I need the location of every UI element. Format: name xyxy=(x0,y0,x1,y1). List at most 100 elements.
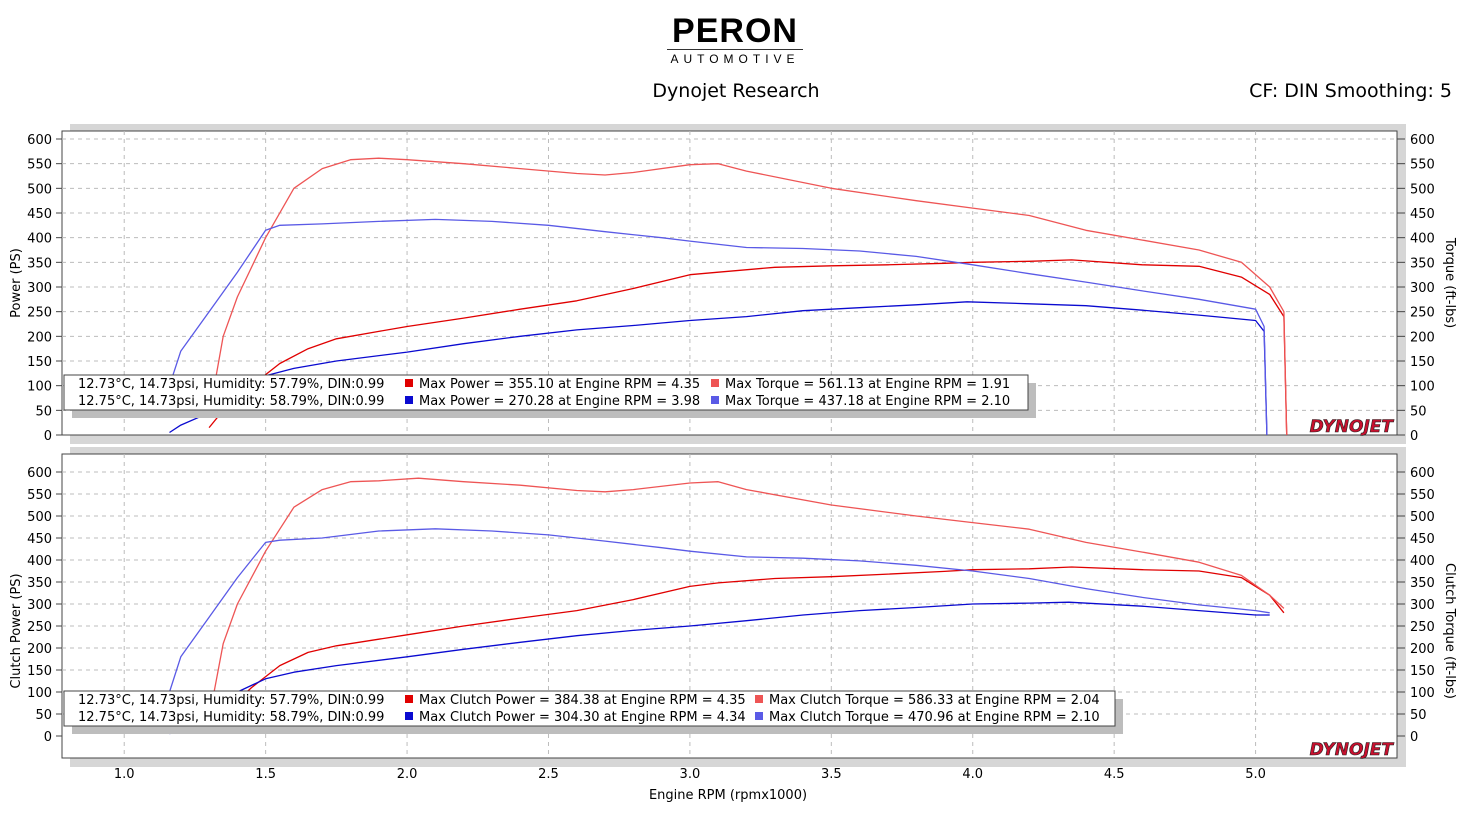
dynojet-watermark: DYNOJET xyxy=(1310,740,1395,760)
legend-torque-text: Max Clutch Torque = 470.96 at Engine RPM… xyxy=(769,710,1100,725)
legend-power-text: Max Clutch Power = 304.30 at Engine RPM … xyxy=(419,710,746,725)
left-tick-label: 500 xyxy=(27,510,52,525)
left-tick-label: 600 xyxy=(27,466,52,481)
left-tick-label: 150 xyxy=(27,664,52,679)
right-tick-label: 450 xyxy=(1410,532,1435,547)
right-tick-label: 450 xyxy=(1410,207,1435,222)
legend-swatch-power xyxy=(405,712,413,720)
right-tick-label: 500 xyxy=(1410,182,1435,197)
right-tick-label: 50 xyxy=(1410,404,1427,419)
legend-frame xyxy=(63,690,1116,727)
left-tick-label: 50 xyxy=(35,708,52,723)
chart-panel-1: 0 0 50 50 100 100 150 150 200 200 250 250 300 300 350 3… xyxy=(9,130,1457,444)
left-tick-label: 100 xyxy=(27,686,52,701)
run1-power-line xyxy=(208,566,1285,730)
right-tick-label: 200 xyxy=(1410,642,1435,657)
chart-panel-2: 0 0 50 50 100 100 150 150 200 200 250 250 300 300 350 3… xyxy=(9,453,1457,760)
left-tick-label: 150 xyxy=(27,355,52,370)
right-tick-label: 250 xyxy=(1410,306,1435,321)
x-tick-label: 1.5 xyxy=(255,767,276,782)
x-tick-label: 4.0 xyxy=(962,767,983,782)
legend-torque-text: Max Torque = 437.18 at Engine RPM = 2.10 xyxy=(725,394,1010,409)
right-tick-label: 150 xyxy=(1410,355,1435,370)
legend-swatch-power xyxy=(405,695,413,703)
right-axis-title: Clutch Torque (ft-lbs) xyxy=(1442,563,1457,699)
left-tick-label: 250 xyxy=(27,306,52,321)
right-tick-label: 550 xyxy=(1410,488,1435,503)
left-tick-label: 350 xyxy=(27,576,52,591)
correction-smoothing-label: CF: DIN Smoothing: 5 xyxy=(1249,80,1452,102)
left-axis-title: Clutch Power (PS) xyxy=(9,573,24,688)
left-tick-label: 450 xyxy=(27,532,52,547)
left-tick-label: 600 xyxy=(27,133,52,148)
run2-power-line xyxy=(169,601,1270,735)
peron-automotive-logo: PERON AUTOMOTIVE xyxy=(655,14,815,66)
run1-torque-line xyxy=(208,157,1288,436)
left-tick-label: 250 xyxy=(27,620,52,635)
left-tick-label: 550 xyxy=(27,158,52,173)
legend-power-text: Max Clutch Power = 384.38 at Engine RPM … xyxy=(419,693,746,708)
left-tick-label: 200 xyxy=(27,642,52,657)
run1-power-line xyxy=(208,259,1288,436)
right-tick-label: 300 xyxy=(1410,281,1435,296)
legend-power-text: Max Power = 355.10 at Engine RPM = 4.35 xyxy=(419,377,700,392)
x-tick-label: 3.5 xyxy=(821,767,842,782)
x-tick-label: 2.5 xyxy=(538,767,559,782)
right-tick-label: 400 xyxy=(1410,232,1435,247)
legend-box: 12.73°C, 14.73psi, Humidity: 57.79%, DIN… xyxy=(63,690,1123,734)
x-axis-title: Engine RPM (rpmx1000) xyxy=(649,788,807,803)
right-tick-label: 350 xyxy=(1410,256,1435,271)
dynojet-watermark: DYNOJET xyxy=(1310,417,1395,437)
right-axis-title: Torque (ft-lbs) xyxy=(1442,237,1457,328)
logo-wordmark: PERON xyxy=(672,12,798,50)
legend-swatch-torque xyxy=(711,396,719,404)
left-tick-label: 450 xyxy=(27,207,52,222)
right-tick-label: 400 xyxy=(1410,554,1435,569)
x-tick-label: 4.5 xyxy=(1104,767,1125,782)
legend-conditions: 12.75°C, 14.73psi, Humidity: 58.79%, DIN… xyxy=(78,710,384,725)
right-tick-label: 300 xyxy=(1410,598,1435,613)
left-tick-label: 300 xyxy=(27,598,52,613)
right-tick-label: 200 xyxy=(1410,330,1435,345)
legend-swatch-torque xyxy=(755,695,763,703)
left-tick-label: 400 xyxy=(27,232,52,247)
left-tick-label: 300 xyxy=(27,281,52,296)
legend-power-text: Max Power = 270.28 at Engine RPM = 3.98 xyxy=(419,394,700,409)
right-tick-label: 0 xyxy=(1410,429,1418,444)
logo-rule xyxy=(667,49,803,50)
right-tick-label: 100 xyxy=(1410,380,1435,395)
right-tick-label: 600 xyxy=(1410,466,1435,481)
legend-conditions: 12.73°C, 14.73psi, Humidity: 57.79%, DIN… xyxy=(78,693,384,708)
legend-torque-text: Max Torque = 561.13 at Engine RPM = 1.91 xyxy=(725,377,1010,392)
legend-swatch-torque xyxy=(755,712,763,720)
x-tick-label: 2.0 xyxy=(397,767,418,782)
left-tick-label: 400 xyxy=(27,554,52,569)
right-tick-label: 100 xyxy=(1410,686,1435,701)
legend-swatch-power xyxy=(405,379,413,387)
right-tick-label: 550 xyxy=(1410,158,1435,173)
left-tick-label: 350 xyxy=(27,256,52,271)
right-tick-label: 500 xyxy=(1410,510,1435,525)
left-tick-label: 100 xyxy=(27,380,52,395)
right-tick-label: 150 xyxy=(1410,664,1435,679)
legend-swatch-torque xyxy=(711,379,719,387)
left-tick-label: 0 xyxy=(44,730,52,745)
legend-frame xyxy=(63,374,1029,411)
x-tick-label: 5.0 xyxy=(1245,767,1266,782)
left-axis-title: Power (PS) xyxy=(9,248,24,318)
x-tick-label: 3.0 xyxy=(680,767,701,782)
run2-torque-line xyxy=(168,528,1270,693)
right-tick-label: 350 xyxy=(1410,576,1435,591)
run1-torque-line xyxy=(208,477,1285,719)
legend-swatch-power xyxy=(405,396,413,404)
logo-subtitle: AUTOMOTIVE xyxy=(670,52,800,66)
left-tick-label: 200 xyxy=(27,330,52,345)
left-tick-label: 500 xyxy=(27,182,52,197)
legend-torque-text: Max Clutch Torque = 586.33 at Engine RPM… xyxy=(769,693,1100,708)
x-tick-label: 1.0 xyxy=(114,767,135,782)
right-tick-label: 0 xyxy=(1410,730,1418,745)
left-tick-label: 50 xyxy=(35,404,52,419)
left-tick-label: 550 xyxy=(27,488,52,503)
legend-box: 12.73°C, 14.73psi, Humidity: 57.79%, DIN… xyxy=(63,374,1036,418)
